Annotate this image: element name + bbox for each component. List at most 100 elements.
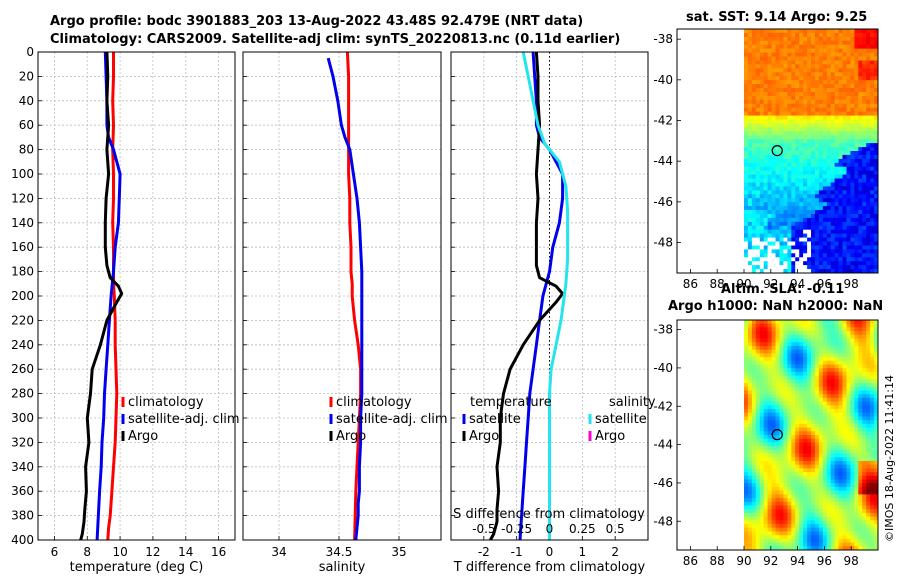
map-cell (822, 68, 828, 73)
map-cell (767, 36, 773, 42)
map-cell (795, 334, 800, 340)
map-cell (818, 394, 824, 399)
map-cell (775, 438, 780, 443)
map-cell (763, 170, 769, 176)
map-cell (767, 416, 773, 421)
map-cell (842, 92, 847, 97)
map-cell (866, 32, 871, 38)
map-cell (838, 198, 844, 203)
map-cell (838, 154, 844, 160)
map-cell (779, 127, 784, 132)
map-cell (755, 412, 761, 417)
map-x-tick-label: 94 (790, 277, 805, 291)
map-cell (850, 357, 855, 362)
map-cell (755, 527, 761, 532)
map-cell (874, 261, 878, 266)
map-cell (763, 194, 769, 199)
map-cell (842, 143, 847, 148)
map-cell (830, 265, 836, 270)
map-cell (791, 542, 796, 547)
map-cell (818, 349, 824, 354)
map-cell (818, 483, 824, 488)
map-cell (862, 253, 867, 258)
map-cell (862, 371, 867, 377)
map-cell (747, 229, 753, 235)
map-cell (874, 178, 878, 183)
map-cell (787, 52, 792, 58)
map-cell (783, 320, 788, 325)
map-cell (803, 520, 808, 525)
map-cell (744, 368, 749, 373)
map-cell (842, 194, 847, 199)
map-cell (763, 72, 769, 77)
map-cell (870, 505, 875, 510)
map-cell (747, 127, 753, 132)
map-cell (807, 360, 812, 366)
map-cell (763, 524, 769, 529)
map-cell (759, 516, 765, 521)
map-cell (846, 457, 851, 462)
map-cell (866, 546, 871, 550)
map-cell (779, 364, 784, 369)
map-cell (850, 342, 855, 347)
map-cell (811, 56, 816, 61)
map-cell (834, 401, 840, 406)
map-cell (822, 342, 828, 347)
map-cell (744, 331, 749, 336)
map-cell (799, 475, 804, 481)
map-cell (759, 44, 765, 50)
map-cell (826, 190, 832, 195)
map-cell (814, 253, 820, 258)
map-cell (870, 338, 875, 343)
map-cell (803, 221, 808, 227)
map-cell (763, 115, 769, 121)
map-cell (744, 516, 749, 521)
map-cell (870, 420, 875, 425)
map-cell (866, 72, 871, 77)
map-cell (822, 449, 828, 455)
map-cell (787, 501, 792, 507)
map-cell (787, 331, 792, 336)
map-cell (830, 416, 836, 421)
map-cell (791, 431, 796, 436)
map-cell (811, 475, 816, 481)
map-cell (862, 442, 867, 447)
map-cell (811, 383, 816, 388)
map-cell (799, 29, 804, 34)
map-cell (862, 237, 867, 243)
map-cell (775, 92, 780, 97)
map-cell (874, 76, 878, 81)
map-cell (834, 127, 840, 132)
map-cell (866, 265, 871, 270)
map-cell (814, 147, 820, 152)
map-cell (822, 76, 828, 81)
map-cell (874, 472, 878, 477)
map-cell (874, 36, 878, 42)
map-cell (811, 364, 816, 369)
map-x-tick-label: 88 (710, 554, 725, 568)
map-cell (862, 397, 867, 403)
map-cell (791, 453, 796, 458)
map-cell (858, 538, 863, 544)
map-cell (759, 186, 765, 191)
map-cell (755, 225, 761, 231)
map-cell (830, 431, 836, 436)
map-cell (767, 107, 773, 113)
map-cell (751, 127, 757, 132)
map-cell (787, 320, 792, 325)
map-cell (771, 334, 777, 340)
map-cell (850, 84, 855, 89)
map-cell (862, 501, 867, 507)
map-cell (814, 423, 820, 429)
map-cell (744, 194, 749, 199)
map-cell (751, 68, 757, 73)
map-cell (744, 84, 749, 89)
map-cell (811, 401, 816, 406)
map-cell (846, 64, 851, 69)
map-cell (814, 237, 820, 243)
map-cell (854, 76, 859, 81)
map-cell (755, 119, 761, 124)
map-cell (759, 237, 765, 243)
map-cell (771, 420, 777, 425)
map-cell (822, 457, 828, 462)
